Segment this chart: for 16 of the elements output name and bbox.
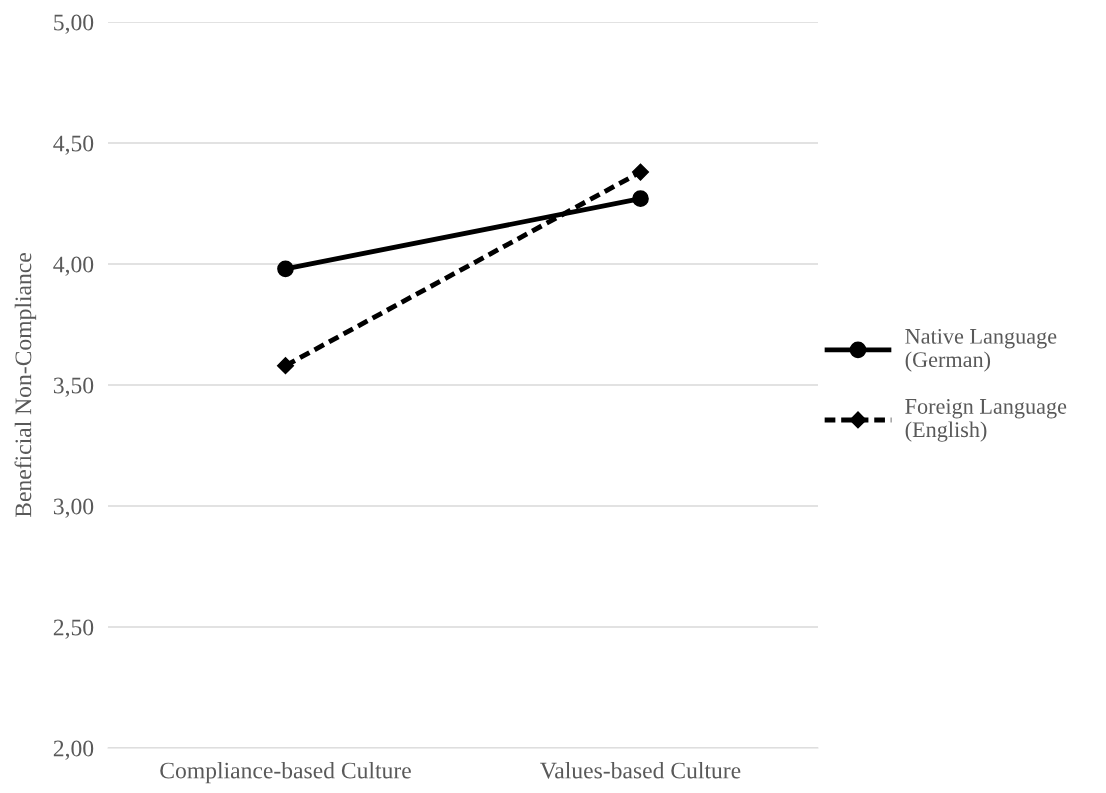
x-tick-label: Values-based Culture bbox=[540, 761, 741, 779]
y-tick-label: 3,00 bbox=[53, 498, 94, 518]
y-tick-label: 2,50 bbox=[53, 619, 94, 639]
legend-label: Foreign Language (English) bbox=[905, 398, 1067, 442]
legend-label: Native Language (German) bbox=[905, 328, 1057, 372]
x-tick-label: Compliance-based Culture bbox=[160, 761, 411, 784]
point bbox=[277, 260, 294, 278]
y-axis-title: Beneficial Non-Compliance bbox=[14, 253, 37, 518]
y-tick-label: 3,50 bbox=[53, 377, 94, 397]
y-tick-label: 5,00 bbox=[54, 14, 94, 34]
y-tick-label: 4,50 bbox=[53, 135, 94, 155]
point bbox=[631, 163, 650, 181]
point bbox=[276, 357, 295, 375]
y-tick-label: 2,00 bbox=[53, 740, 94, 760]
point bbox=[632, 190, 649, 207]
y-tick-label: 4,00 bbox=[53, 256, 94, 276]
